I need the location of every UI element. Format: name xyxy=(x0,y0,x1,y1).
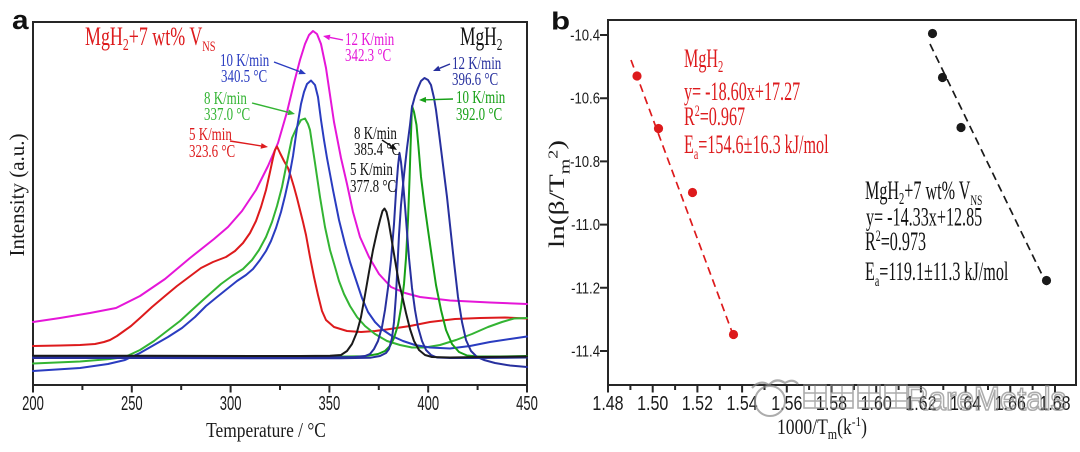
svg-text:-11.2: -11.2 xyxy=(571,280,600,297)
svg-text:342.3 °C: 342.3 °C xyxy=(345,46,391,66)
svg-text:8 K/min: 8 K/min xyxy=(204,89,247,109)
svg-text:1.56: 1.56 xyxy=(771,392,802,414)
svg-text:a: a xyxy=(12,5,29,35)
svg-text:Temperature / °C: Temperature / °C xyxy=(206,420,326,443)
svg-text:12 K/min: 12 K/min xyxy=(452,54,501,74)
svg-text:b: b xyxy=(551,7,570,35)
svg-text:-10.6: -10.6 xyxy=(570,91,600,108)
svg-text:R2=0.967: R2=0.967 xyxy=(684,102,745,131)
svg-text:10 K/min: 10 K/min xyxy=(456,88,505,108)
svg-text:y= -18.60x+17.27: y= -18.60x+17.27 xyxy=(684,77,800,106)
svg-text:1.54: 1.54 xyxy=(727,392,758,414)
svg-text:323.6 °C: 323.6 °C xyxy=(189,142,235,162)
svg-text:1.50: 1.50 xyxy=(637,392,668,414)
svg-text:396.6 °C: 396.6 °C xyxy=(452,70,498,90)
svg-text:392.0 °C: 392.0 °C xyxy=(456,105,502,125)
svg-text:MgH2+7 wt% VNS: MgH2+7 wt% VNS xyxy=(865,176,982,209)
svg-text:300: 300 xyxy=(220,392,242,415)
svg-text:337.0 °C: 337.0 °C xyxy=(204,105,250,125)
svg-text:5 K/min: 5 K/min xyxy=(189,125,232,145)
svg-text:350: 350 xyxy=(319,392,341,415)
svg-text:Ea=119.1±11.3 kJ/mol: Ea=119.1±11.3 kJ/mol xyxy=(865,257,1008,289)
svg-text:1.48: 1.48 xyxy=(592,392,623,414)
svg-text:Intensity (a.u.): Intensity (a.u.) xyxy=(5,133,29,256)
svg-text:1.68: 1.68 xyxy=(1039,392,1070,414)
svg-text:340.5 °C: 340.5 °C xyxy=(221,67,267,87)
svg-text:MgH2: MgH2 xyxy=(684,44,723,77)
svg-text:200: 200 xyxy=(22,392,44,415)
svg-text:450: 450 xyxy=(516,392,538,415)
svg-text:5 K/min: 5 K/min xyxy=(350,160,393,180)
svg-text:1.64: 1.64 xyxy=(950,392,981,414)
svg-text:R2=0.973: R2=0.973 xyxy=(865,227,926,256)
svg-text:12 K/min: 12 K/min xyxy=(345,30,394,50)
svg-text:-11.4: -11.4 xyxy=(571,343,600,360)
svg-text:RareMetals: RareMetals xyxy=(906,380,1066,417)
svg-text:10 K/min: 10 K/min xyxy=(220,51,269,71)
svg-text:-11.0: -11.0 xyxy=(571,217,600,234)
svg-text:y= -14.33x+12.85: y= -14.33x+12.85 xyxy=(866,203,982,232)
svg-text:MgH2: MgH2 xyxy=(460,22,502,55)
svg-text:8 K/min: 8 K/min xyxy=(354,124,397,144)
svg-text:-10.4: -10.4 xyxy=(570,27,600,44)
svg-text:377.8 °C: 377.8 °C xyxy=(350,177,396,197)
svg-text:250: 250 xyxy=(121,392,143,415)
svg-text:400: 400 xyxy=(417,392,439,415)
svg-text:Ea=154.6±16.3 kJ/mol: Ea=154.6±16.3 kJ/mol xyxy=(684,130,829,162)
svg-text:1.60: 1.60 xyxy=(861,392,892,414)
svg-text:ln(β/Tm2): ln(β/Tm2) xyxy=(544,140,573,248)
svg-text:MgH2+7 wt% VNS: MgH2+7 wt% VNS xyxy=(85,22,216,55)
svg-text:1.62: 1.62 xyxy=(905,392,936,414)
svg-text:-10.8: -10.8 xyxy=(570,154,600,171)
svg-text:1.66: 1.66 xyxy=(995,392,1026,414)
svg-text:385.4 °C: 385.4 °C xyxy=(354,140,400,160)
svg-text:1.52: 1.52 xyxy=(682,392,713,414)
